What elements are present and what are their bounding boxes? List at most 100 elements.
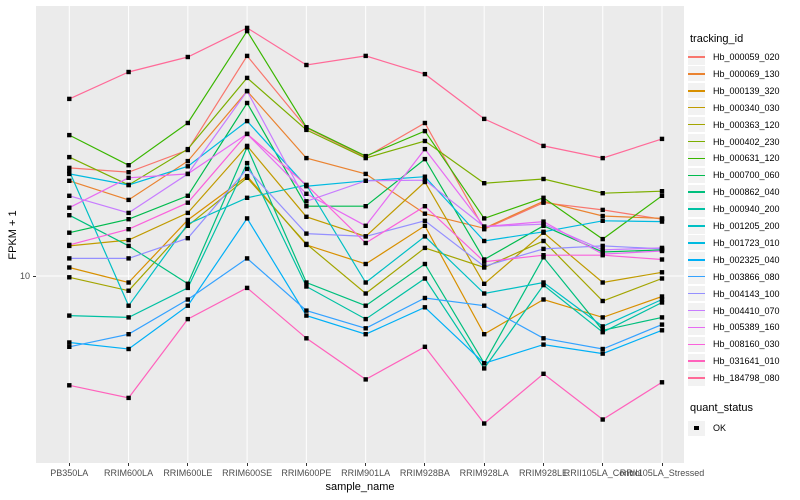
data-point [363, 303, 368, 308]
legend: tracking_id Hb_000059_020 Hb_000069_130 Hb… [688, 0, 800, 500]
x-tick-label-PB350LA: PB350LA [50, 468, 89, 478]
data-point [600, 253, 605, 258]
data-point [482, 238, 487, 244]
data-point [126, 217, 131, 222]
legend-item-Hb_004143_100: Hb_004143_100 [688, 285, 780, 302]
legend-key [688, 184, 705, 200]
data-point [244, 195, 250, 200]
legend-label: Hb_000363_120 [713, 119, 780, 130]
data-point [482, 264, 487, 269]
data-point [363, 171, 368, 177]
data-point [185, 171, 190, 177]
legend-item-quant-ok: OK [688, 420, 726, 437]
x-tick-mark [483, 463, 485, 466]
data-point [67, 265, 72, 270]
data-point [600, 218, 605, 223]
x-tick-mark [305, 463, 307, 466]
legend-key [688, 252, 705, 268]
legend-item-Hb_005389_160: Hb_005389_160 [688, 319, 780, 336]
data-point [659, 380, 665, 385]
legend-item-Hb_000402_230: Hb_000402_230 [688, 133, 780, 150]
data-point [600, 417, 605, 422]
legend-item-Hb_004410_070: Hb_004410_070 [688, 302, 780, 319]
legend-label-ok: OK [713, 423, 727, 433]
data-point [541, 297, 546, 302]
data-point [600, 324, 605, 329]
line-swatch-icon [688, 56, 705, 58]
legend-item-Hb_000862_040: Hb_000862_040 [688, 184, 780, 201]
line-swatch-icon [688, 140, 705, 143]
line-swatch-icon [688, 360, 705, 362]
data-point [304, 280, 309, 285]
data-point [67, 154, 72, 160]
data-point [422, 146, 428, 152]
legend-key [688, 100, 705, 116]
data-point [126, 346, 131, 352]
data-point [185, 236, 190, 241]
data-point [659, 315, 665, 320]
plot-svg [36, 6, 684, 463]
legend-item-Hb_000069_130: Hb_000069_130 [688, 65, 780, 82]
legend-key [688, 269, 705, 285]
data-point [244, 285, 250, 291]
data-point [244, 100, 250, 106]
data-point [304, 308, 309, 313]
data-point [185, 281, 190, 286]
data-point [659, 270, 665, 275]
data-point [600, 346, 605, 352]
data-point [363, 291, 368, 296]
legend-key [688, 336, 705, 352]
data-point [126, 163, 131, 168]
data-point [244, 131, 250, 137]
data-point [482, 366, 487, 371]
legend-item-Hb_001205_200: Hb_001205_200 [688, 218, 780, 235]
legend-label: Hb_000139_320 [713, 85, 780, 96]
legend-key [688, 167, 705, 183]
x-tick-label-RRII105LA_Stressed: RRII105LA_Stressed [619, 468, 705, 478]
data-point [422, 223, 428, 228]
data-point [422, 71, 428, 77]
legend-label: Hb_000700_060 [713, 170, 780, 181]
x-tick-label-RRIM928LA: RRIM928LA [459, 468, 509, 478]
data-point [659, 300, 665, 305]
data-point [422, 204, 428, 209]
data-point [304, 284, 309, 289]
data-point [600, 236, 605, 242]
x-tick-label-RRIM600LE: RRIM600LE [163, 468, 213, 478]
line-swatch-icon [688, 242, 705, 244]
legend-label: Hb_003866_080 [713, 271, 780, 282]
data-point [541, 229, 546, 234]
data-point [659, 219, 665, 224]
x-tick-mark [661, 463, 663, 466]
y-axis-title: FPKM + 1 [7, 210, 19, 260]
data-point [363, 326, 368, 331]
data-point [67, 213, 72, 218]
legend-label: Hb_000862_040 [713, 187, 780, 198]
line-swatch-icon [688, 377, 705, 379]
line-swatch-icon [688, 123, 705, 126]
data-point [244, 28, 250, 34]
data-point [126, 210, 131, 216]
data-point [541, 253, 546, 258]
x-tick-label-RRIM600PE: RRIM600PE [281, 468, 332, 478]
legend-title-quant-status: quant_status [690, 402, 753, 414]
line-swatch-icon [688, 191, 705, 193]
data-point [185, 210, 190, 216]
data-point [422, 344, 428, 349]
data-point [482, 303, 487, 308]
data-point [304, 125, 309, 130]
data-point [304, 182, 309, 188]
legend-label: Hb_001205_200 [713, 221, 780, 231]
data-point [659, 257, 665, 262]
legend-label: Hb_008160_030 [713, 339, 780, 350]
data-point [126, 280, 131, 285]
legend-item-Hb_003866_080: Hb_003866_080 [688, 268, 780, 285]
line-swatch-icon [688, 208, 705, 210]
data-point [363, 223, 368, 228]
data-point [67, 168, 72, 174]
data-point [541, 195, 546, 200]
legend-key [688, 286, 705, 302]
data-point [363, 204, 368, 209]
data-point [422, 156, 428, 162]
data-point [541, 221, 546, 227]
